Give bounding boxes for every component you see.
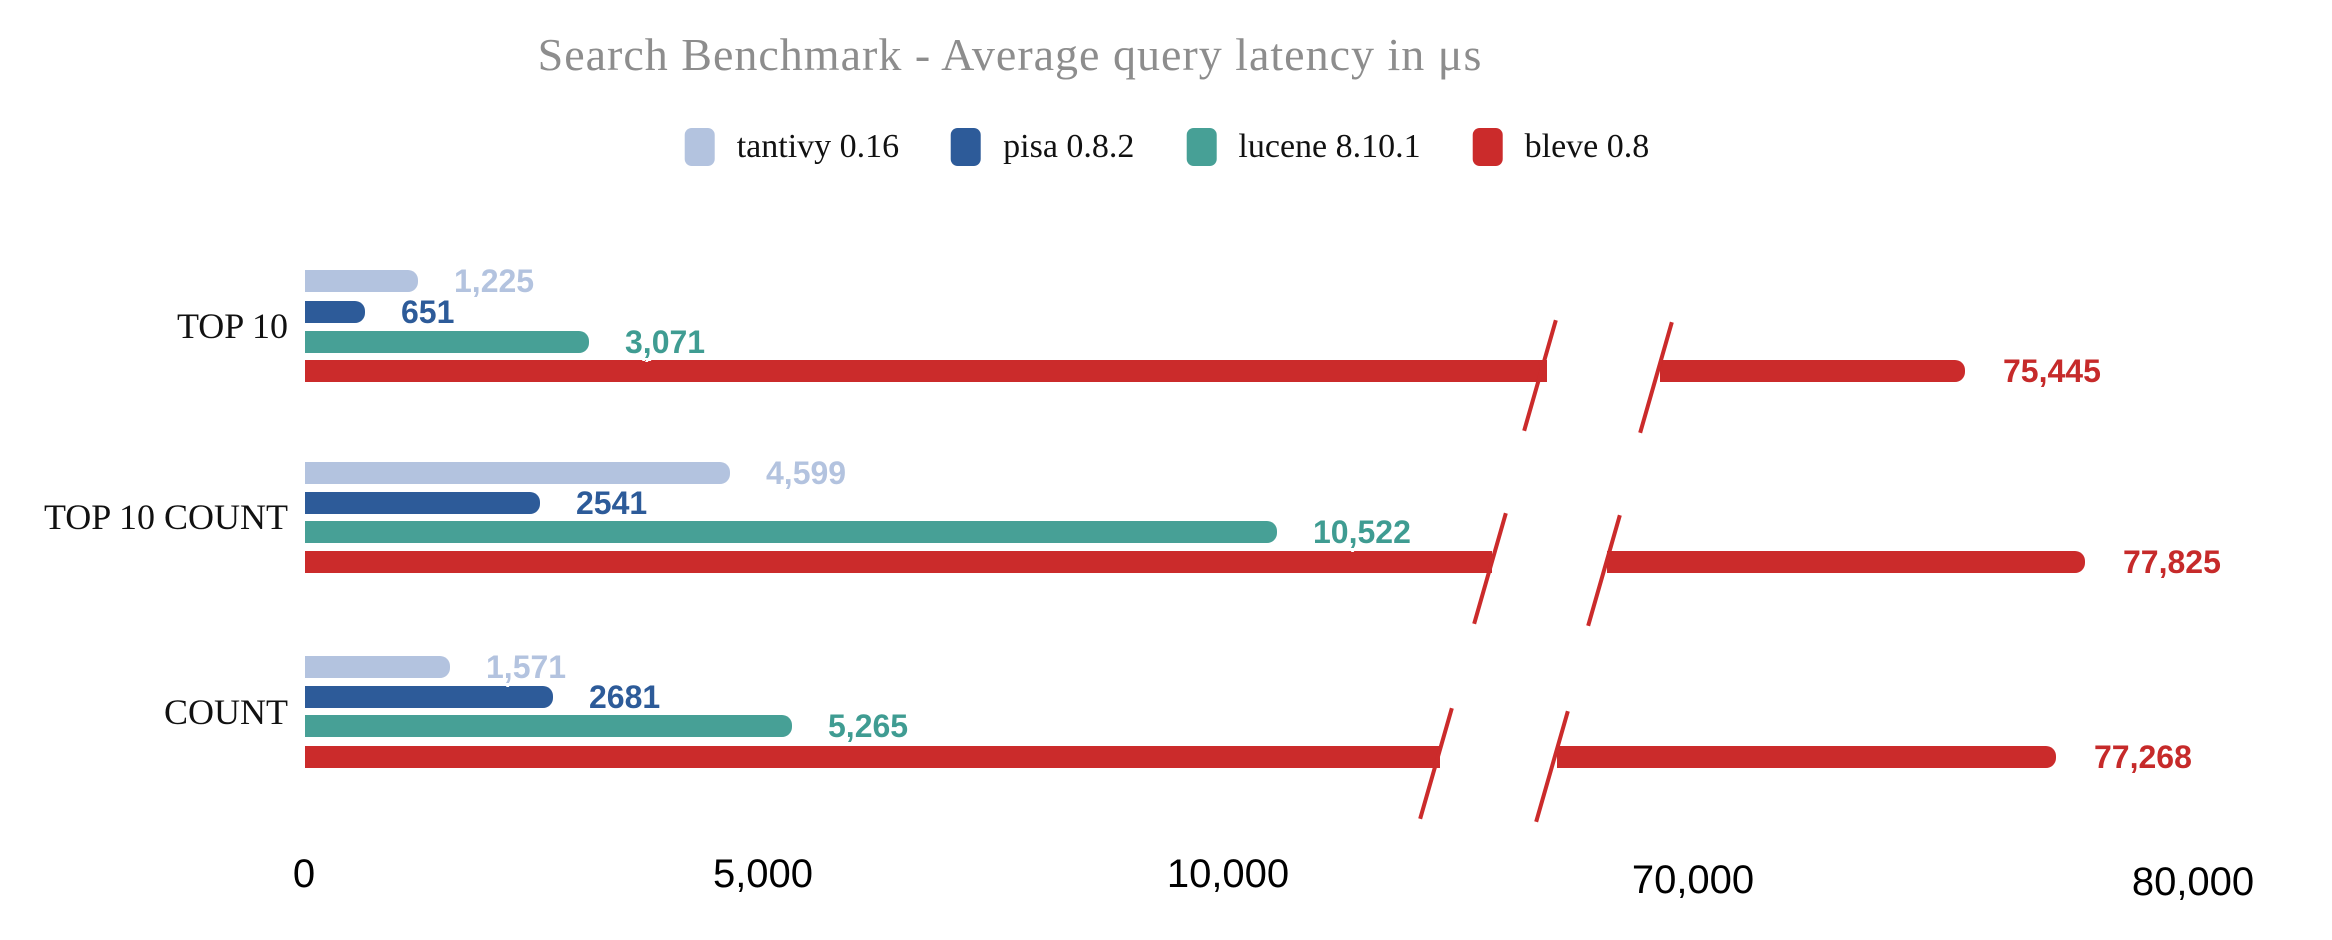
legend-item-lucene: lucene 8.10.1 — [1186, 128, 1421, 166]
bar-pisa-count — [305, 686, 553, 708]
x-tick-10000: 10,000 — [1166, 852, 1290, 896]
legend-swatch-tantivy-icon — [684, 128, 715, 166]
value-label-bleve-count: 77,268 — [2094, 739, 2192, 775]
bar-bleve-top10count-left-segment — [305, 551, 1492, 573]
value-label-tantivy-count: 1,571 — [486, 649, 567, 685]
value-label-lucene-top10: 3,071 — [625, 324, 706, 360]
bar-bleve-top10-left-segment — [305, 360, 1547, 382]
legend-swatch-pisa-icon — [951, 128, 982, 166]
x-tick-5000: 5,000 — [712, 852, 814, 896]
legend-item-tantivy: tantivy 0.16 — [684, 128, 900, 166]
value-label-pisa-count: 2681 — [589, 679, 661, 715]
bar-tantivy-top10count — [305, 462, 730, 484]
value-label-bleve-top10: 75,445 — [2003, 353, 2101, 389]
legend-label-lucene: lucene 8.10.1 — [1238, 128, 1421, 165]
value-label-tantivy-top10count: 4,599 — [766, 455, 847, 491]
bar-bleve-count-left-segment — [305, 746, 1440, 768]
value-label-lucene-count: 5,265 — [828, 708, 909, 744]
legend-swatch-lucene-icon — [1186, 128, 1217, 166]
legend-label-pisa: pisa 0.8.2 — [1003, 128, 1135, 165]
legend-label-bleve: bleve 0.8 — [1524, 128, 1650, 165]
chart-title: Search Benchmark - Average query latency… — [537, 29, 1483, 80]
bar-lucene-count — [305, 715, 792, 737]
bar-pisa-top10 — [305, 301, 365, 323]
bar-pisa-top10count — [305, 492, 540, 514]
x-tick-0: 0 — [292, 852, 316, 896]
legend-item-pisa: pisa 0.8.2 — [951, 128, 1134, 166]
x-tick-70000: 70,000 — [1631, 858, 1755, 902]
bar-bleve-top10count-right-segment — [1607, 551, 2085, 573]
legend-item-bleve: bleve 0.8 — [1472, 128, 1650, 166]
value-label-lucene-top10count: 10,522 — [1313, 514, 1411, 550]
category-label-top10: TOP 10 — [176, 306, 288, 346]
legend-swatch-bleve-icon — [1472, 128, 1503, 166]
bar-bleve-top10-right-segment — [1660, 360, 1965, 382]
value-label-bleve-top10count: 77,825 — [2123, 544, 2221, 580]
legend-label-tantivy: tantivy 0.16 — [736, 128, 900, 165]
category-label-top10-count: TOP 10 COUNT — [43, 497, 288, 537]
value-label-pisa-top10count: 2541 — [576, 485, 648, 521]
value-label-pisa-top10: 651 — [401, 294, 455, 330]
bar-tantivy-top10 — [305, 270, 418, 292]
category-label-count: COUNT — [164, 692, 288, 732]
legend: tantivy 0.16 pisa 0.8.2 lucene 8.10.1 bl… — [684, 128, 1650, 166]
x-tick-80000: 80,000 — [2131, 860, 2255, 904]
value-label-tantivy-top10: 1,225 — [454, 263, 535, 299]
bar-lucene-top10count — [305, 521, 1277, 543]
bar-bleve-count-right-segment — [1557, 746, 2056, 768]
bar-tantivy-count — [305, 656, 450, 678]
bar-lucene-top10 — [305, 331, 589, 353]
